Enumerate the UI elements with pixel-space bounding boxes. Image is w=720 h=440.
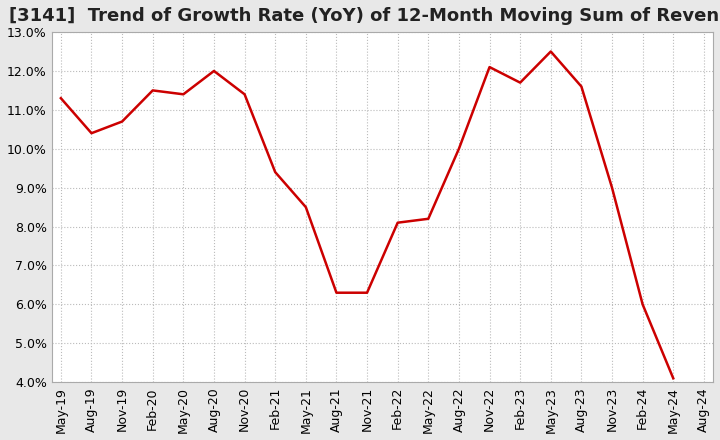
Title: [3141]  Trend of Growth Rate (YoY) of 12-Month Moving Sum of Revenues: [3141] Trend of Growth Rate (YoY) of 12-…: [9, 7, 720, 25]
